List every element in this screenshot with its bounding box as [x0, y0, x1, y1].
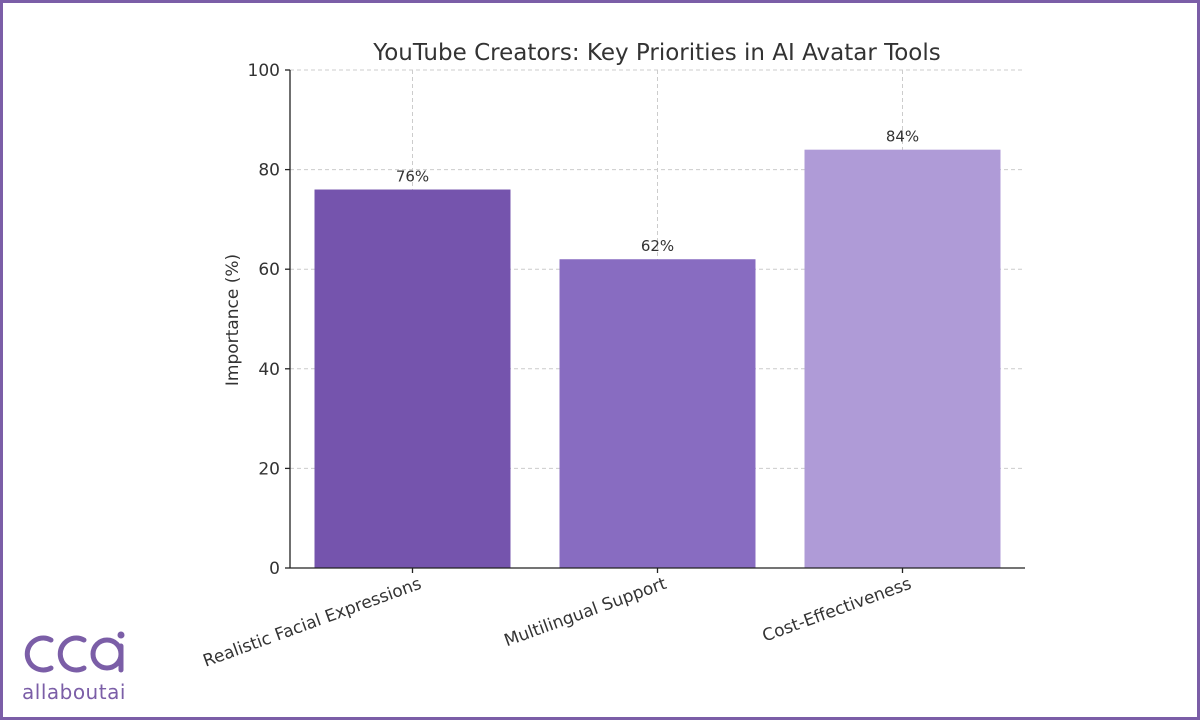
y-tick-label: 0	[269, 559, 280, 579]
chart-title: YouTube Creators: Key Priorities in AI A…	[372, 40, 941, 66]
allaboutai-logo: allaboutai	[20, 628, 130, 704]
data-label: 84%	[886, 128, 919, 146]
y-tick-label: 20	[258, 459, 280, 479]
bar	[804, 149, 1001, 568]
aai-logo-icon	[24, 631, 125, 673]
x-tick-label: Cost-Effectiveness	[760, 574, 915, 647]
y-tick-label: 100	[248, 61, 280, 81]
data-label: 76%	[396, 168, 429, 186]
logo-text: allaboutai	[22, 680, 126, 704]
bar	[559, 259, 756, 568]
y-axis-label: Importance (%)	[223, 254, 243, 386]
bar	[314, 189, 511, 568]
x-tick-label: Realistic Facial Expressions	[201, 574, 425, 672]
x-tick-label: Multilingual Support	[502, 574, 670, 651]
y-tick-label: 60	[258, 260, 280, 280]
data-label: 62%	[641, 237, 674, 255]
y-tick-label: 80	[258, 161, 280, 181]
y-tick-label: 40	[258, 360, 280, 380]
